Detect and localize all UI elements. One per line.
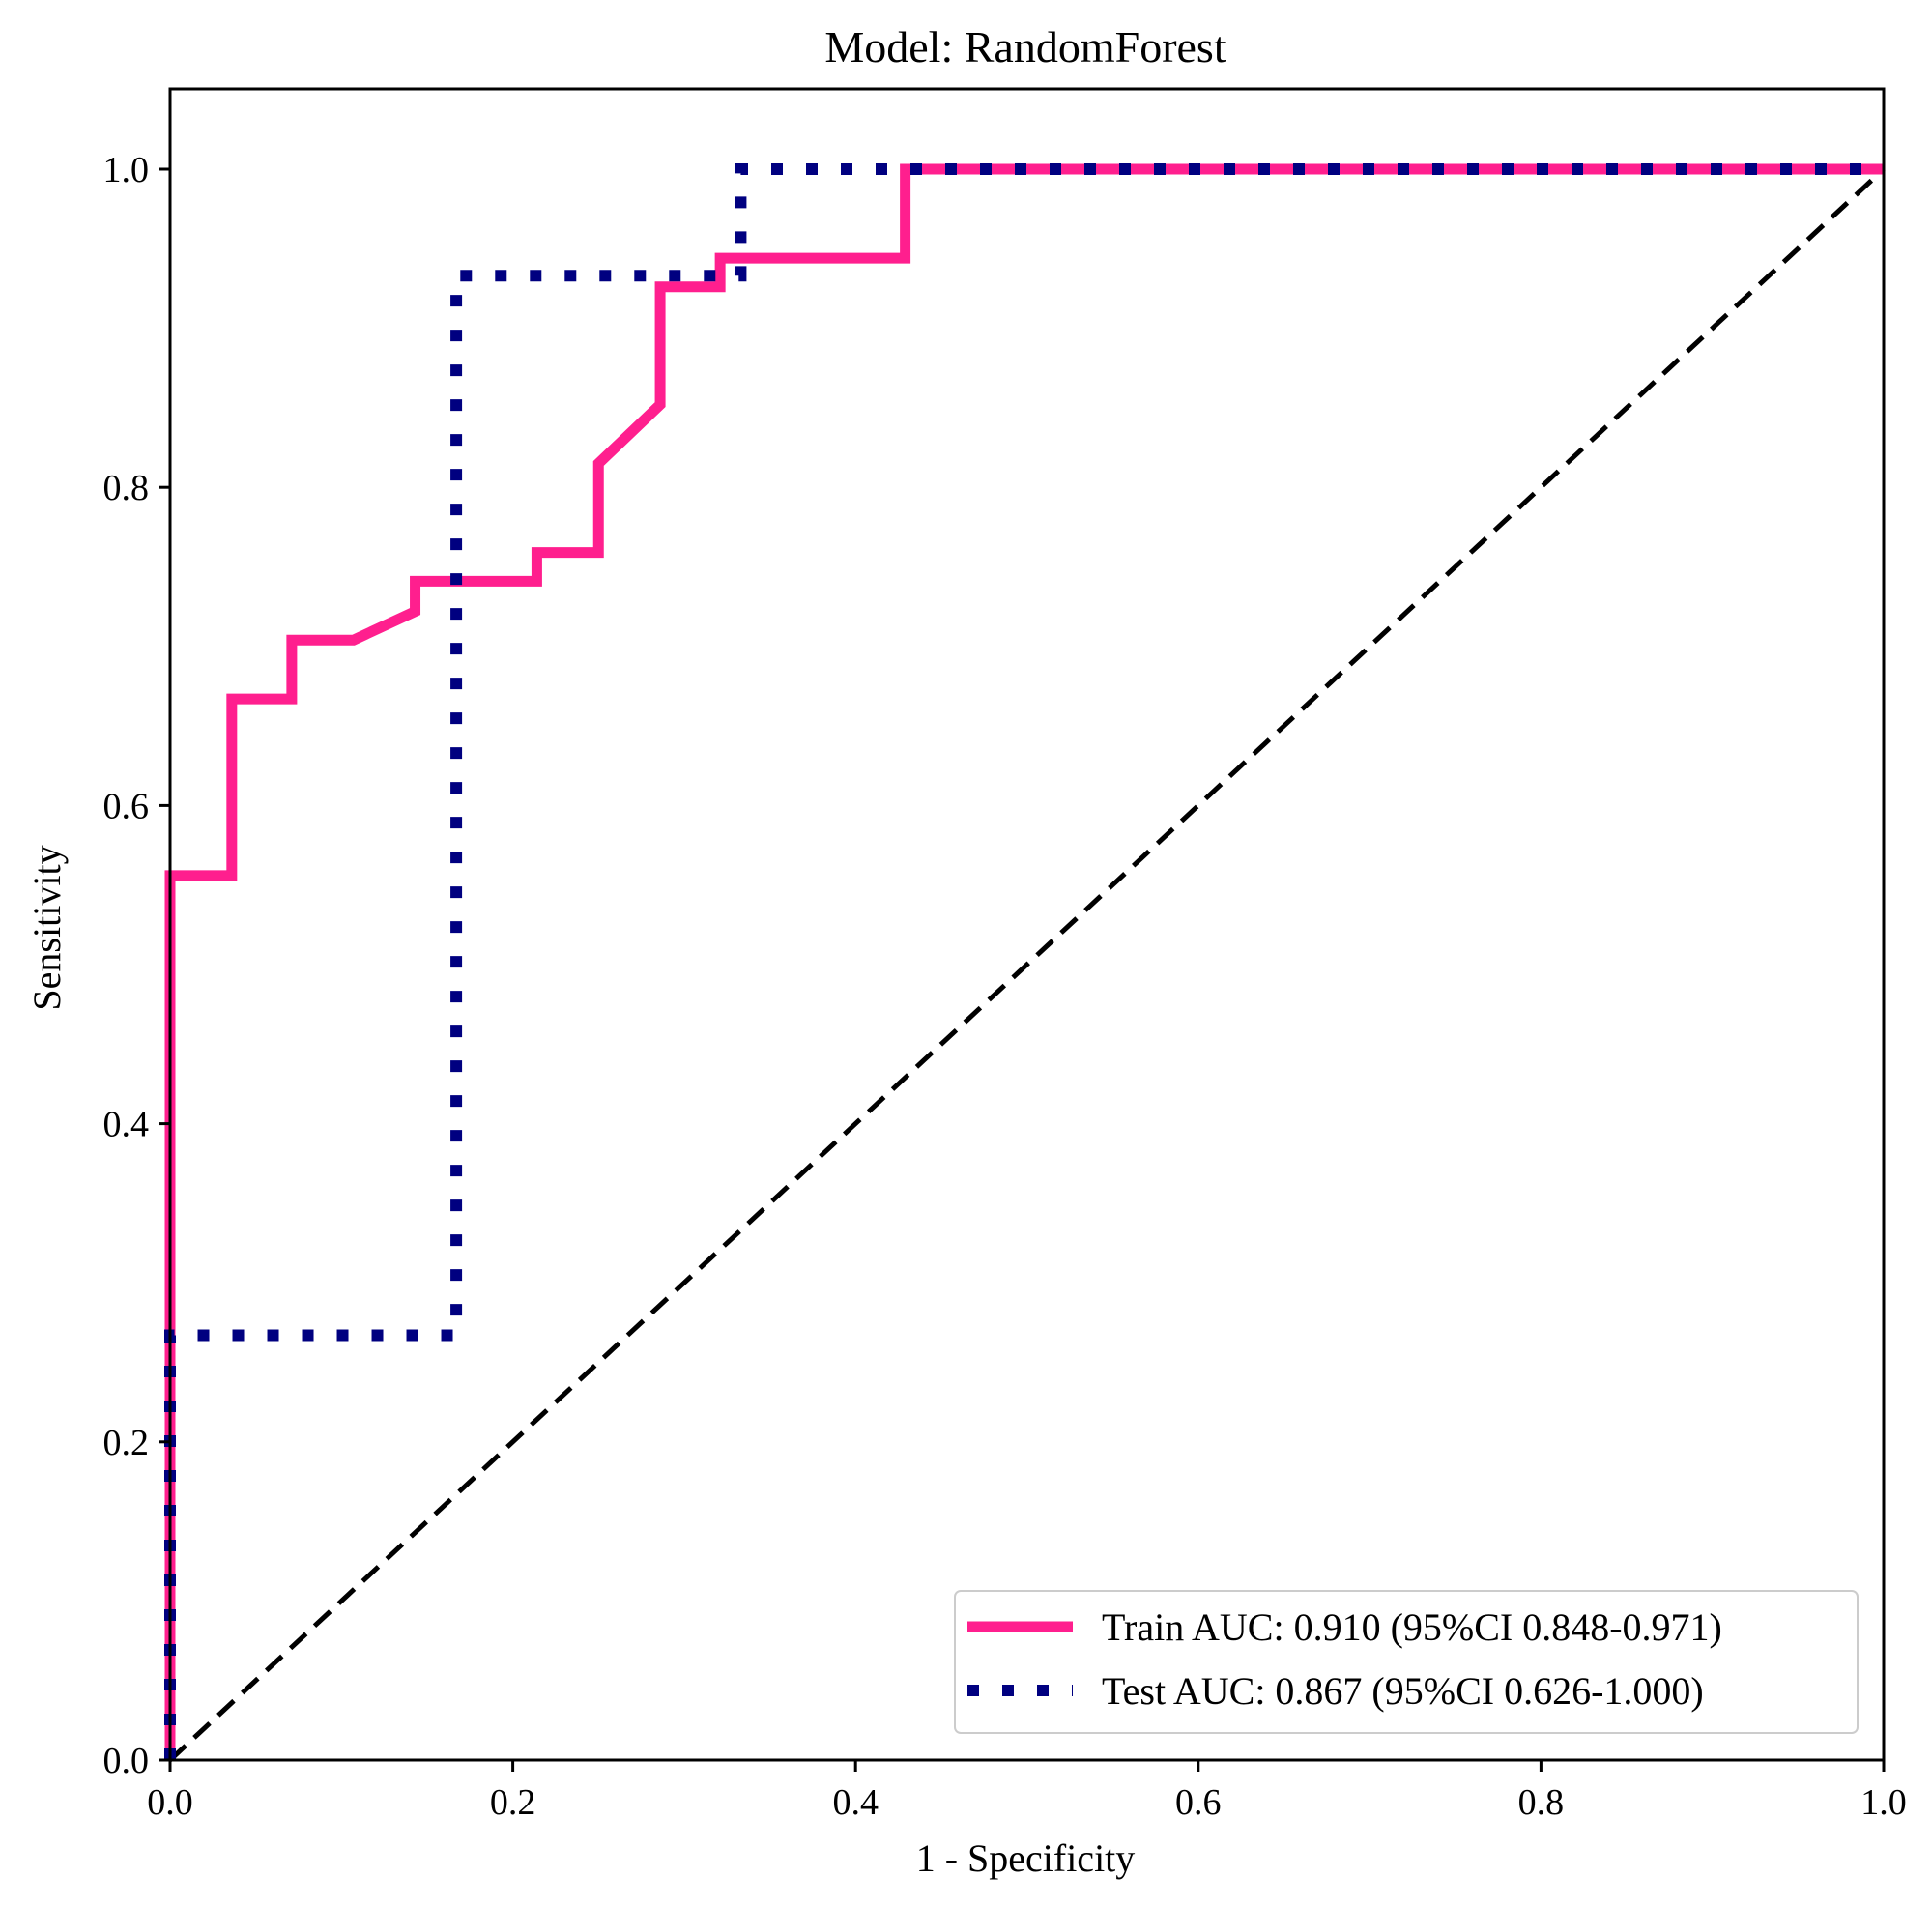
legend-frame [954,1590,1859,1734]
x-tick-label: 1.0 [1860,1782,1907,1823]
y-tick-label: 0.2 [103,1423,150,1463]
x-tick-label: 0.6 [1175,1782,1222,1823]
legend-label-test: Test AUC: 0.867 (95%CI 0.626-1.000) [1102,1669,1704,1713]
chart-title: Model: RandomForest [824,22,1226,72]
y-tick-label: 1.0 [103,150,150,190]
y-tick-label: 0.4 [103,1105,150,1145]
plot-area [164,87,1886,1762]
x-tick-label: 0.4 [832,1782,879,1823]
plot-frame [168,87,1886,1762]
axis-ticks: 0.0 0.2 0.4 0.6 0.8 1.0 0.0 0.2 0.4 0.6 0.8 1.0 [103,150,1907,1823]
x-tick-label: 0.0 [147,1782,193,1823]
x-tick-label: 0.2 [490,1782,536,1823]
reference-diagonal-line [168,167,1886,1762]
y-tick-label: 0.0 [103,1741,150,1781]
y-tick-label: 0.6 [103,786,150,826]
x-tick-label: 0.8 [1518,1782,1565,1823]
legend: Train AUC: 0.910 (95%CI 0.848-0.971) Tes… [954,1590,1859,1734]
y-tick-label: 0.8 [103,468,150,508]
y-axis-label: Sensitivity [25,845,69,1010]
legend-label-train: Train AUC: 0.910 (95%CI 0.848-0.971) [1102,1605,1722,1649]
train-roc-line [164,163,1884,1760]
x-axis-label: 1 - Specificity [916,1836,1136,1880]
